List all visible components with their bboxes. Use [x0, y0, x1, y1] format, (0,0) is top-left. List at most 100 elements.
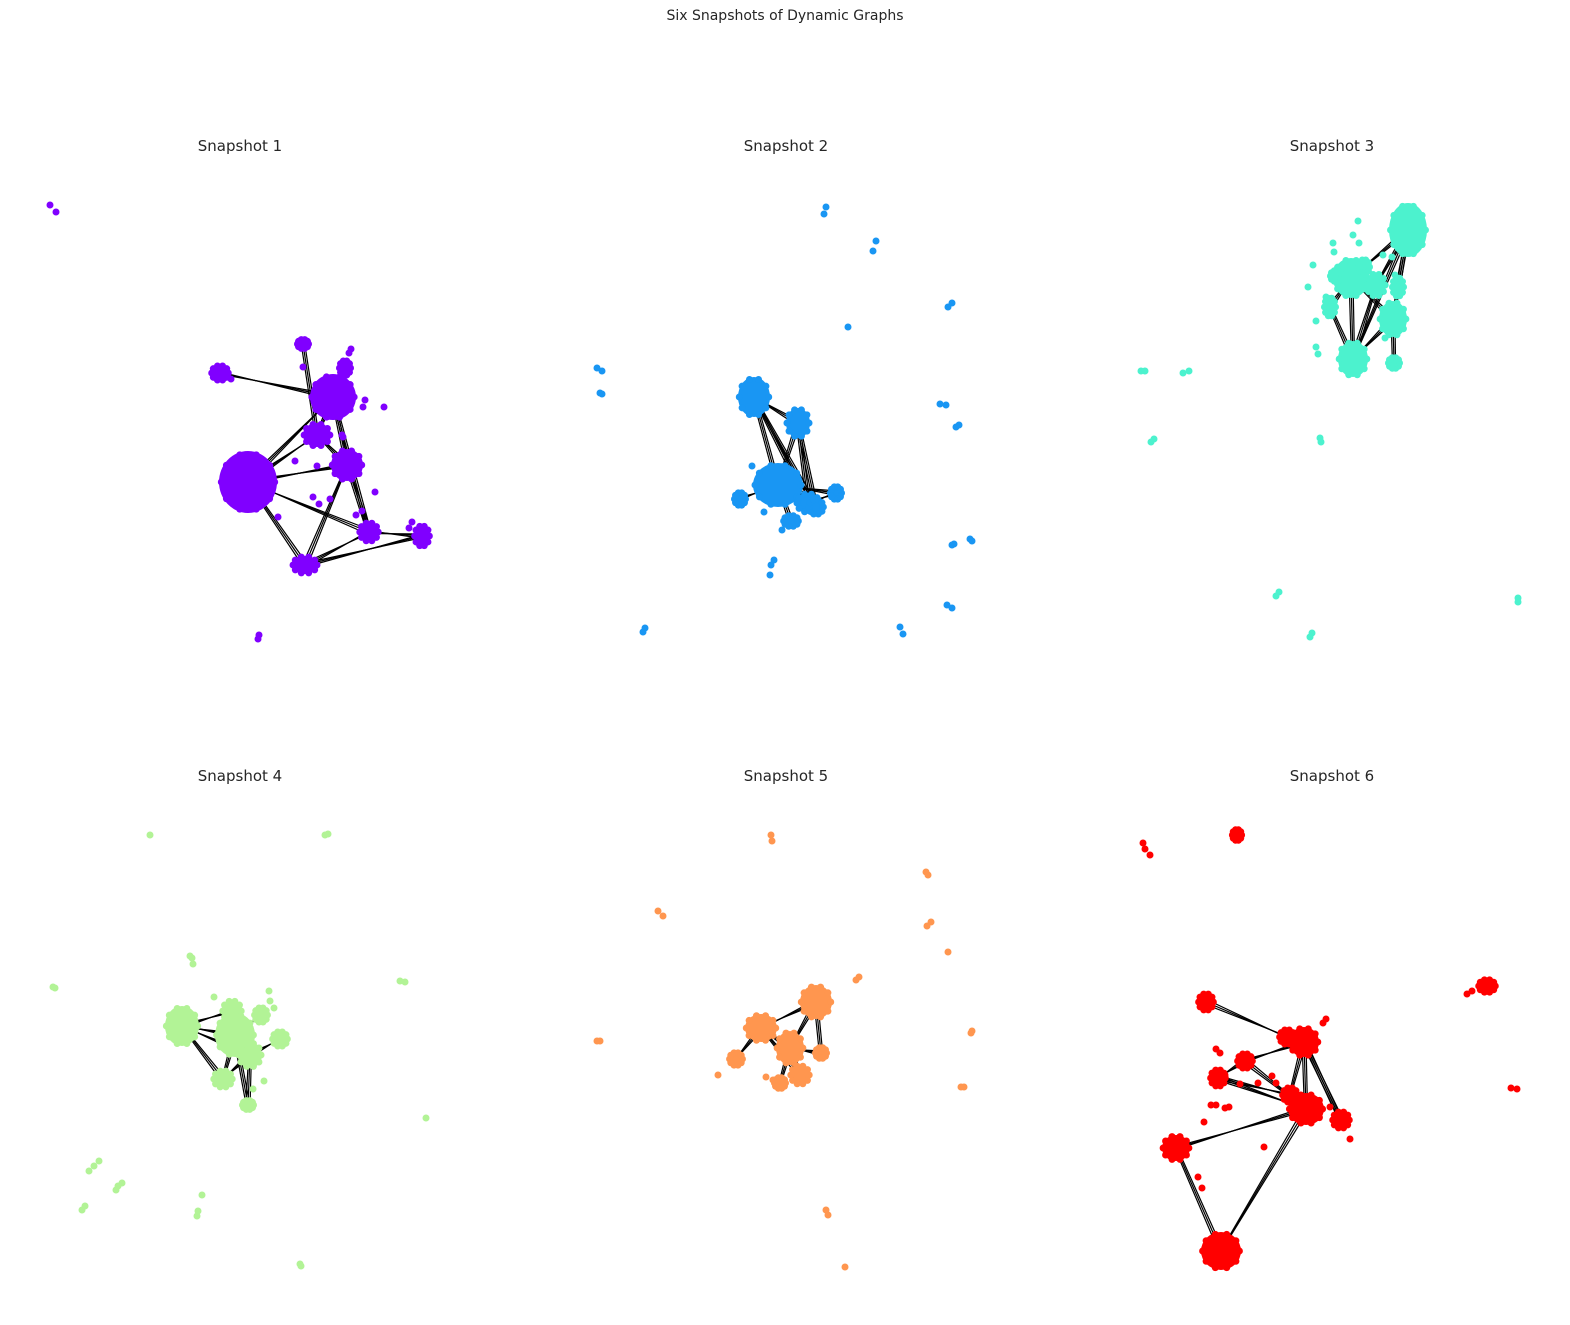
- graph-node: [1289, 1046, 1297, 1054]
- graph-node: [714, 1071, 722, 1079]
- graph-node: [1212, 1101, 1220, 1109]
- graph-node: [118, 1179, 126, 1187]
- graph-node: [1514, 598, 1522, 606]
- graph-node: [1388, 283, 1396, 291]
- graph-node: [796, 1035, 804, 1043]
- graph-node: [1344, 1111, 1352, 1119]
- graph-node: [1185, 1144, 1193, 1152]
- graph-node: [1399, 325, 1407, 333]
- graph-node: [237, 1058, 245, 1066]
- graph-node: [795, 494, 803, 502]
- graph-node: [1355, 239, 1363, 247]
- graph-node: [1418, 241, 1426, 249]
- graph-node: [752, 1012, 760, 1020]
- graph-node: [735, 393, 743, 401]
- graph-node: [1275, 588, 1283, 596]
- graph-node: [869, 247, 877, 255]
- graph-node: [358, 533, 366, 541]
- graph-node: [1232, 1257, 1240, 1265]
- graph-node: [237, 1044, 245, 1052]
- figure-title: Six Snapshots of Dynamic Graphs: [666, 8, 904, 24]
- graph-node: [1369, 291, 1377, 299]
- graph-node: [1159, 1144, 1167, 1152]
- graph-node: [1334, 1108, 1342, 1116]
- graph-node: [303, 437, 311, 445]
- graph-node: [216, 1043, 224, 1051]
- graph-node: [336, 413, 344, 421]
- graph-node: [1486, 988, 1494, 996]
- graph-node: [1409, 202, 1417, 210]
- graph-edge: [1177, 1109, 1309, 1147]
- graph-edge: [302, 343, 318, 436]
- graph-node: [260, 1077, 268, 1085]
- node-cluster: [1338, 341, 1368, 377]
- graph-node: [782, 1029, 790, 1037]
- graph-node: [297, 569, 305, 577]
- graph-node: [797, 432, 805, 440]
- graph-node: [225, 997, 233, 1005]
- graph-node: [85, 1167, 93, 1175]
- node-cluster: [800, 985, 832, 1019]
- graph-node: [243, 1040, 251, 1048]
- graph-node: [282, 1031, 290, 1039]
- graph-node: [252, 451, 260, 459]
- graph-node: [1390, 211, 1398, 219]
- graph-node: [1182, 1137, 1190, 1145]
- graph-node: [1221, 1071, 1229, 1079]
- graph-edge: [1221, 1110, 1309, 1250]
- graph-node: [1379, 275, 1387, 283]
- graph-node: [112, 1186, 120, 1194]
- graph-node: [1353, 339, 1361, 347]
- graph-node: [659, 912, 667, 920]
- node-cluster: [745, 1014, 777, 1042]
- graph-node: [222, 461, 230, 469]
- graph-node: [226, 1070, 234, 1078]
- graph-node: [818, 499, 826, 507]
- graph-node: [1375, 271, 1383, 279]
- graph-node: [173, 1039, 181, 1047]
- graph-node: [793, 469, 801, 477]
- graph-node: [188, 954, 196, 962]
- graph-node: [598, 390, 606, 398]
- graph-canvas: [1137, 202, 1522, 641]
- graph-node: [322, 373, 330, 381]
- graph-canvas: [46, 201, 433, 643]
- graph-node: [309, 493, 317, 501]
- graph-node: [1322, 293, 1330, 301]
- graph-node: [936, 400, 944, 408]
- snapshot-panel-2: Snapshot 2: [566, 135, 1006, 675]
- graph-node: [738, 382, 746, 390]
- graph-node: [805, 419, 813, 427]
- graph-node: [942, 401, 950, 409]
- graph-node: [1309, 261, 1317, 269]
- graph-node: [740, 491, 748, 499]
- graph-node: [767, 500, 775, 508]
- graph-node: [836, 485, 844, 493]
- graph-node: [1185, 367, 1193, 375]
- graph-canvas: [49, 830, 430, 1270]
- graph-node: [1223, 1264, 1231, 1272]
- graph-node: [896, 623, 904, 631]
- graph-node: [1335, 355, 1343, 363]
- graph-node: [347, 345, 355, 353]
- graph-node: [270, 1004, 278, 1012]
- node-cluster: [1389, 203, 1427, 257]
- graph-node: [1385, 299, 1393, 307]
- graph-node: [755, 469, 763, 477]
- graph-node: [1237, 1057, 1245, 1065]
- graph-node: [1208, 993, 1216, 1001]
- graph-node: [1332, 303, 1340, 311]
- graph-node: [770, 556, 778, 564]
- graph-node: [183, 1005, 191, 1013]
- graph-node: [765, 393, 773, 401]
- graph-node: [800, 989, 808, 997]
- graph-node: [348, 447, 356, 455]
- graph-node: [817, 1013, 825, 1021]
- graph-node: [1315, 1114, 1323, 1122]
- graph-node: [1360, 345, 1368, 353]
- graph-node: [796, 1053, 804, 1061]
- graph-node: [772, 1024, 780, 1032]
- graph-node: [198, 1191, 206, 1199]
- graph-node: [249, 1031, 257, 1039]
- graph-node: [1388, 253, 1396, 261]
